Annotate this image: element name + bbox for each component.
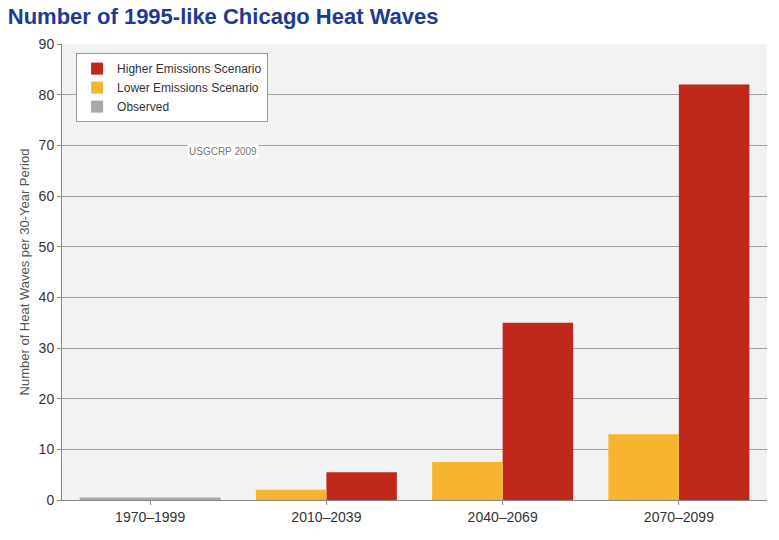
- svg-text:0: 0: [46, 492, 54, 508]
- svg-text:Lower Emissions Scenario: Lower Emissions Scenario: [117, 81, 259, 95]
- svg-text:1970–1999: 1970–1999: [115, 509, 185, 525]
- svg-text:40: 40: [39, 289, 55, 305]
- svg-text:2040–2069: 2040–2069: [468, 509, 538, 525]
- svg-text:10: 10: [39, 441, 55, 457]
- svg-text:2010–2039: 2010–2039: [291, 509, 361, 525]
- svg-text:20: 20: [39, 391, 55, 407]
- svg-text:30: 30: [39, 340, 55, 356]
- svg-text:Observed: Observed: [117, 100, 169, 114]
- svg-text:90: 90: [39, 36, 55, 52]
- svg-text:60: 60: [39, 188, 55, 204]
- svg-text:Higher Emissions Scenario: Higher Emissions Scenario: [117, 62, 261, 76]
- svg-text:Number of Heat Waves per 30-Ye: Number of Heat Waves per 30-Year Period: [17, 149, 32, 396]
- svg-text:2070–2099: 2070–2099: [644, 509, 714, 525]
- svg-text:70: 70: [39, 137, 55, 153]
- svg-text:Number of 1995-like Chicago He: Number of 1995-like Chicago Heat Waves: [8, 4, 439, 29]
- svg-text:50: 50: [39, 239, 55, 255]
- svg-text:USGCRP 2009: USGCRP 2009: [189, 146, 257, 157]
- svg-text:80: 80: [39, 87, 55, 103]
